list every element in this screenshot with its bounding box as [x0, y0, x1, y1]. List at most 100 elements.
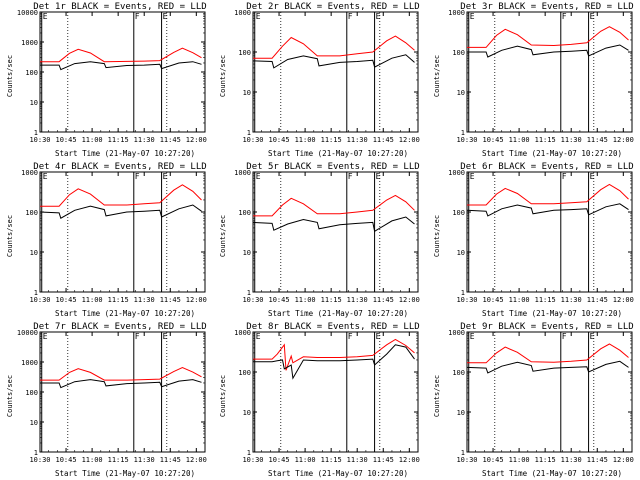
- x-tick-label: 11:15: [108, 456, 129, 464]
- event-marker-label: F: [562, 12, 567, 21]
- x-tick-label: 11:00: [82, 456, 103, 464]
- lld-series-line: [253, 338, 415, 371]
- x-axis-label: Start Time (21-May-07 10:27:20): [268, 469, 408, 478]
- detector-panel: Det 2r BLACK = Events, RED = LLD Counts/s…: [213, 0, 426, 160]
- y-tick-label: 10: [243, 249, 251, 257]
- x-tick-label: 10:30: [456, 136, 477, 144]
- plot-frame: [39, 11, 206, 133]
- y-tick-label: 1000: [234, 329, 251, 337]
- x-tick-label: 10:30: [29, 456, 50, 464]
- x-tick-label: 11:00: [509, 296, 530, 304]
- x-tick-label: 12:00: [613, 456, 634, 464]
- event-marker-label: F: [348, 172, 353, 181]
- x-tick-label: 11:00: [82, 296, 103, 304]
- events-series-line: [253, 344, 415, 380]
- y-tick-label: 1: [34, 129, 38, 137]
- x-tick-label: 12:00: [613, 136, 634, 144]
- x-axis-label: Start Time (21-May-07 10:27:20): [55, 309, 195, 318]
- x-axis-label: Start Time (21-May-07 10:27:20): [55, 149, 195, 158]
- y-tick-label: 100: [452, 369, 465, 377]
- event-marker-label: F: [135, 172, 140, 181]
- x-tick-label: 11:15: [108, 136, 129, 144]
- lld-series-line: [40, 47, 202, 63]
- x-tick-label: 11:30: [347, 296, 368, 304]
- y-tick-label: 100: [25, 209, 38, 217]
- x-axis-label: Start Time (21-May-07 10:27:20): [482, 309, 622, 318]
- plot-frame: [252, 331, 419, 453]
- x-tick-label: 12:00: [186, 456, 207, 464]
- event-marker-label: E: [43, 12, 48, 21]
- x-tick-label: 11:15: [535, 136, 556, 144]
- x-axis-label: Start Time (21-May-07 10:27:20): [268, 309, 408, 318]
- plot-frame: [466, 171, 633, 293]
- detector-panel: Det 1r BLACK = Events, RED = LLD Counts/s…: [0, 0, 213, 160]
- y-tick-label: 100: [238, 49, 251, 57]
- chart-title: Det 2r BLACK = Events, RED = LLD: [246, 2, 420, 12]
- x-tick-label: 10:45: [269, 456, 290, 464]
- lld-series-line: [40, 184, 202, 207]
- x-tick-label: 11:30: [347, 456, 368, 464]
- event-marker-label: E: [470, 12, 475, 21]
- chart-title: Det 8r BLACK = Events, RED = LLD: [246, 322, 420, 332]
- x-tick-label: 11:15: [535, 296, 556, 304]
- plot-svg: E F E 1 10 100 1000 10:30 10:45 11:00 11:15 11:30 11…: [448, 9, 634, 144]
- x-tick-label: 11:45: [160, 296, 181, 304]
- y-tick-label: 1: [247, 449, 251, 457]
- event-marker-label: E: [376, 172, 381, 181]
- y-tick-label: 1000: [234, 9, 251, 17]
- event-marker-label: E: [256, 12, 261, 21]
- x-tick-label: 10:30: [242, 296, 263, 304]
- x-tick-label: 11:30: [561, 456, 582, 464]
- x-tick-label: 12:00: [613, 296, 634, 304]
- y-tick-label: 10: [30, 249, 38, 257]
- plot-svg: E F E 1 10 100 1000 10000 10:30 10:45 11:00 11:15 11…: [17, 9, 207, 144]
- detector-panel: Det 7r BLACK = Events, RED = LLD Counts/s…: [0, 320, 213, 480]
- detector-panel: Det 6r BLACK = Events, RED = LLD Counts/s…: [427, 160, 640, 320]
- x-tick-label: 11:45: [373, 296, 394, 304]
- event-marker-label: F: [348, 332, 353, 341]
- y-tick-label: 1000: [448, 329, 465, 337]
- x-tick-label: 12:00: [399, 296, 420, 304]
- y-tick-label: 10: [457, 249, 465, 257]
- detector-panel: Det 8r BLACK = Events, RED = LLD Counts/s…: [213, 320, 426, 480]
- x-tick-label: 11:45: [160, 456, 181, 464]
- x-tick-label: 12:00: [186, 136, 207, 144]
- event-marker-label: E: [590, 332, 595, 341]
- x-tick-label: 11:15: [108, 296, 129, 304]
- lld-series-line: [467, 26, 629, 48]
- y-tick-label: 1: [34, 289, 38, 297]
- events-series-line: [252, 54, 415, 69]
- x-tick-label: 11:00: [509, 136, 530, 144]
- x-tick-label: 11:00: [509, 456, 530, 464]
- plot-svg: E F E 1 10 100 1000 10:30 10:45 11:00 11:15 11:30 11…: [234, 169, 420, 304]
- event-marker-label: E: [163, 172, 168, 181]
- x-tick-label: 10:45: [483, 296, 504, 304]
- x-tick-label: 11:15: [321, 456, 342, 464]
- x-tick-label: 11:45: [587, 136, 608, 144]
- x-tick-label: 10:45: [56, 136, 77, 144]
- plot-svg: E F E 1 10 100 1000 10:30 10:45 11:00 11:15 11:30 11…: [448, 169, 634, 304]
- x-tick-label: 11:30: [561, 296, 582, 304]
- plot-svg: E F E 1 10 100 1000 10:30 10:45 11:00 11:15 11:30 11…: [448, 329, 634, 464]
- x-axis-label: Start Time (21-May-07 10:27:20): [268, 149, 408, 158]
- event-marker-label: E: [256, 172, 261, 181]
- x-tick-label: 11:45: [373, 136, 394, 144]
- y-tick-label: 1000: [21, 169, 38, 177]
- event-marker-label: E: [376, 12, 381, 21]
- event-marker-label: F: [348, 12, 353, 21]
- y-tick-label: 10: [243, 409, 251, 417]
- x-tick-label: 10:30: [29, 136, 50, 144]
- y-tick-label: 10: [457, 409, 465, 417]
- plot-svg: E F E 1 10 100 1000 10:30 10:45 11:00 11:15 11:30 11…: [234, 9, 420, 144]
- y-tick-label: 10: [30, 99, 38, 107]
- x-tick-label: 11:00: [295, 456, 316, 464]
- event-marker-label: E: [163, 12, 168, 21]
- x-tick-label: 11:45: [160, 136, 181, 144]
- x-tick-label: 11:30: [347, 136, 368, 144]
- x-tick-label: 12:00: [186, 296, 207, 304]
- x-tick-label: 10:45: [56, 456, 77, 464]
- y-tick-label: 1: [34, 449, 38, 457]
- x-tick-label: 10:45: [483, 456, 504, 464]
- x-tick-label: 10:45: [56, 296, 77, 304]
